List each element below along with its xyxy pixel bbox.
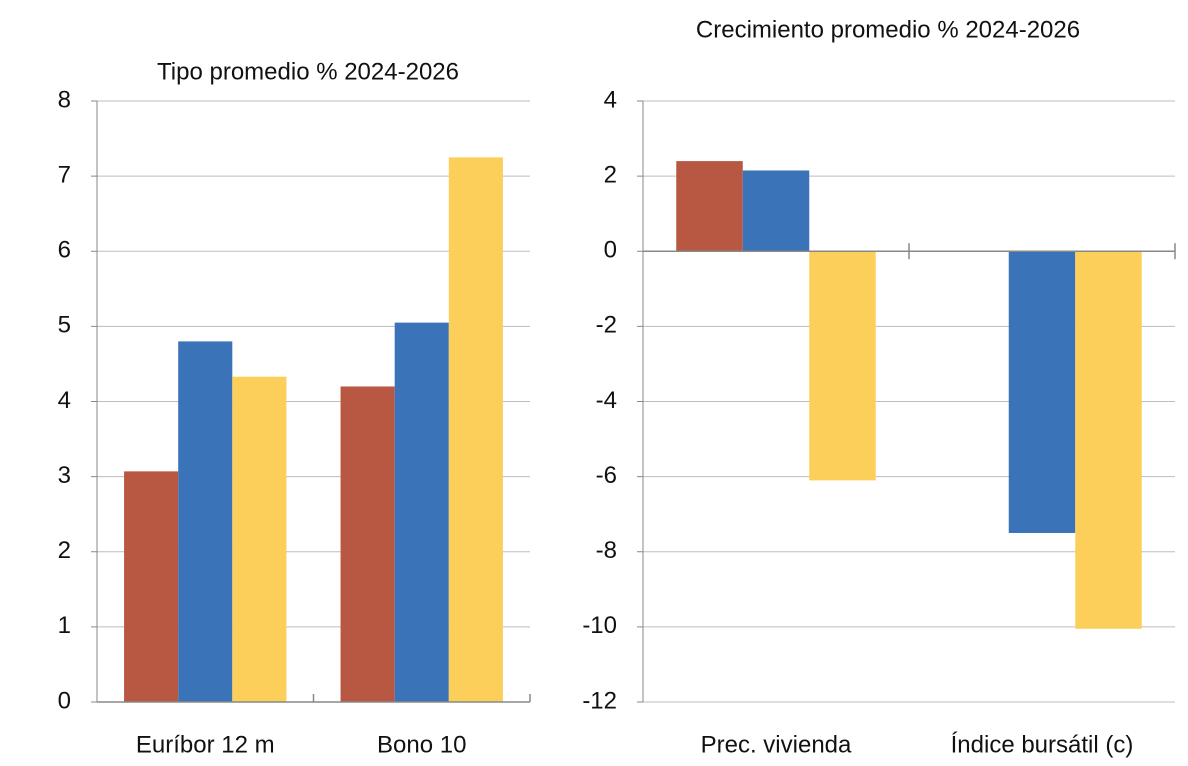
y-tick-label: -2 xyxy=(596,312,617,339)
y-tick-label: 4 xyxy=(604,86,617,113)
chart-title: Crecimiento promedio % 2024-2026 xyxy=(696,16,1080,43)
x-tick-label: Euríbor 12 m xyxy=(136,731,275,758)
bar xyxy=(1075,251,1142,629)
x-tick-label: Índice bursátil (c) xyxy=(951,731,1134,758)
y-tick-label: 5 xyxy=(58,312,71,339)
y-tick-label: -8 xyxy=(596,537,617,564)
bar xyxy=(178,341,233,702)
y-tick-label: -6 xyxy=(596,462,617,489)
bar xyxy=(340,386,395,702)
y-tick-label: 3 xyxy=(58,462,71,489)
bar xyxy=(1008,251,1076,533)
bar xyxy=(124,471,179,702)
y-tick-label: 0 xyxy=(604,237,617,264)
y-tick-label: 7 xyxy=(58,161,71,188)
bar xyxy=(394,322,449,702)
y-tick-label: -12 xyxy=(582,687,617,714)
y-tick-label: 6 xyxy=(58,237,71,264)
y-tick-label: 0 xyxy=(58,687,71,714)
y-tick-label: -4 xyxy=(596,387,617,414)
bar xyxy=(448,157,503,702)
chart-title: Tipo promedio % 2024-2026 xyxy=(157,58,459,85)
bar xyxy=(232,376,287,702)
y-tick-label: 1 xyxy=(58,612,71,639)
bar xyxy=(809,251,876,481)
y-tick-label: 8 xyxy=(58,86,71,113)
x-tick-label: Prec. vivienda xyxy=(701,731,852,758)
y-tick-label: -10 xyxy=(582,612,617,639)
y-tick-label: 2 xyxy=(58,537,71,564)
bar xyxy=(676,161,743,252)
x-tick-label: Bono 10 xyxy=(377,731,466,758)
y-tick-label: 4 xyxy=(58,387,71,414)
bar xyxy=(742,170,810,252)
y-tick-label: 2 xyxy=(604,161,617,188)
